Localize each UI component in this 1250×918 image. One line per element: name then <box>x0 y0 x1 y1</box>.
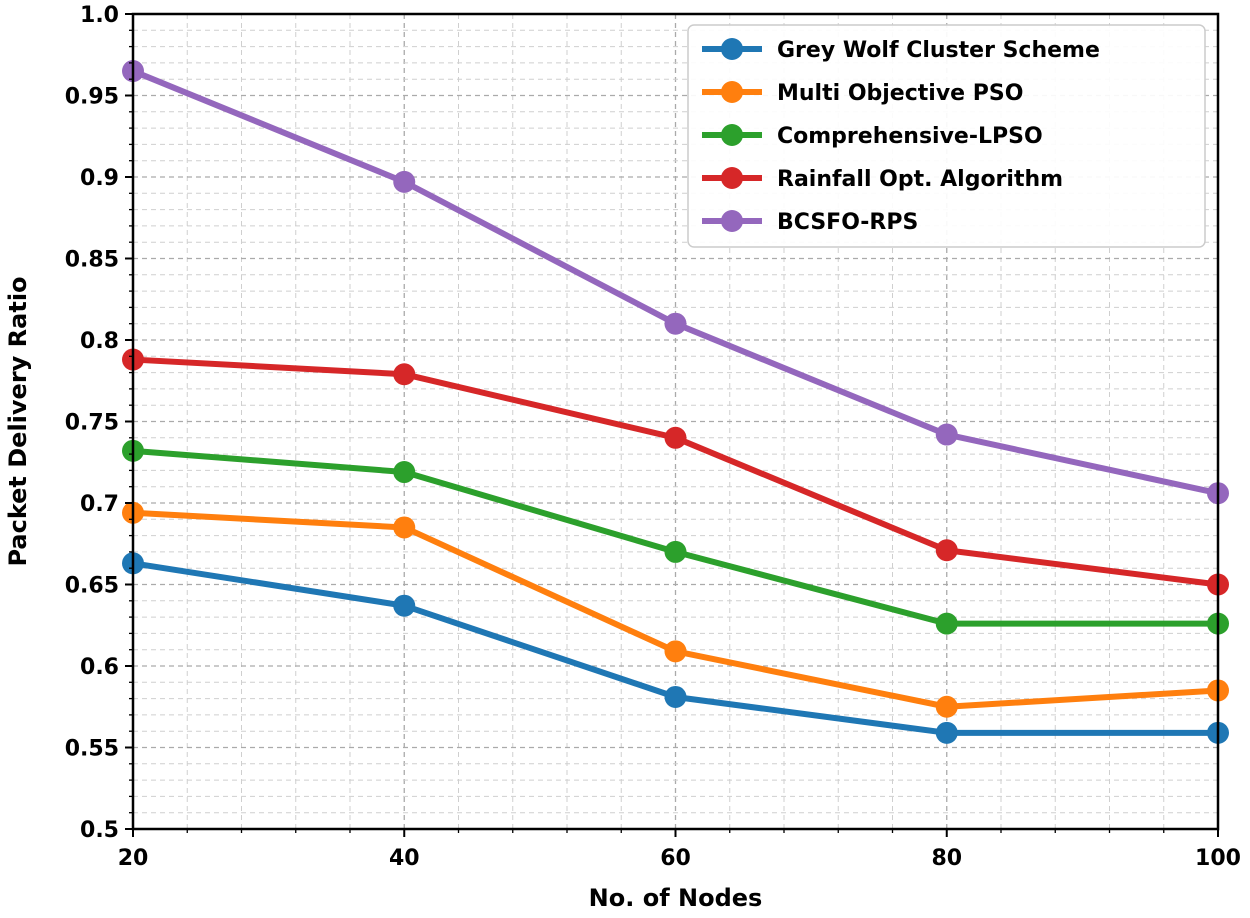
legend-label: Grey Wolf Cluster Scheme <box>777 38 1100 63</box>
series-3-point <box>935 612 958 635</box>
legend-label: BCSFO-RPS <box>777 210 918 235</box>
legend-label: Multi Objective PSO <box>777 81 1023 106</box>
legend-marker <box>721 81 743 103</box>
x-tick-label: 20 <box>118 846 149 871</box>
series-5-point <box>935 423 958 446</box>
series-2-point <box>935 695 958 718</box>
series-3-point <box>664 540 687 563</box>
y-tick-label: 0.95 <box>65 85 119 110</box>
legend: Grey Wolf Cluster Scheme Multi Objective … <box>687 24 1206 248</box>
y-tick-label: 0.55 <box>65 737 119 762</box>
series-4-point <box>935 539 958 562</box>
series-4-point <box>393 363 416 386</box>
series-5-point <box>664 312 687 335</box>
y-tick-label: 0.5 <box>80 818 119 843</box>
y-tick-label: 0.6 <box>80 655 119 680</box>
y-tick-label: 0.8 <box>80 329 119 354</box>
legend-marker <box>721 210 743 232</box>
series-1-point <box>664 685 687 708</box>
y-tick-label: 0.65 <box>65 574 119 599</box>
x-axis-label: No. of Nodes <box>589 884 763 912</box>
series-5-point <box>393 170 416 193</box>
x-tick-label: 100 <box>1195 846 1241 871</box>
x-tick-label: 60 <box>660 846 691 871</box>
legend-marker <box>721 38 743 60</box>
legend-box <box>687 24 1206 248</box>
series-4-point <box>664 426 687 449</box>
series-3-point <box>393 461 416 484</box>
y-tick-label: 1.0 <box>80 3 119 28</box>
x-tick-label: 40 <box>389 846 420 871</box>
ticks-layer: 20 40 60 80 100 0.5 0.55 0.6 0.65 0.7 0.75 0.8 0.85 0… <box>65 3 1241 871</box>
series-2-point <box>664 640 687 663</box>
series-1-point <box>935 721 958 744</box>
legend-label: Rainfall Opt. Algorithm <box>777 167 1063 192</box>
y-tick-label: 0.75 <box>65 411 119 436</box>
y-tick-label: 0.85 <box>65 248 119 273</box>
y-tick-label: 0.9 <box>80 166 119 191</box>
legend-marker <box>721 124 743 146</box>
y-tick-label: 0.7 <box>80 492 119 517</box>
series-layer <box>122 60 1229 744</box>
x-tick-label: 80 <box>931 846 962 871</box>
legend-marker <box>721 167 743 189</box>
legend-label: Comprehensive-LPSO <box>777 124 1043 149</box>
y-axis-label: Packet Delivery Ratio <box>4 276 32 566</box>
series-1-point <box>393 594 416 617</box>
series-2-point <box>393 516 416 539</box>
